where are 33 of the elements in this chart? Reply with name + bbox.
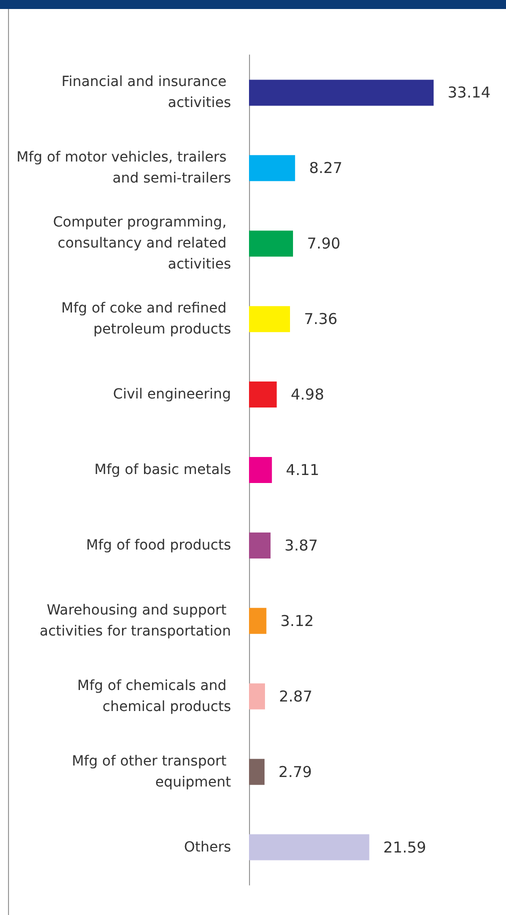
y-tick-label: Mfg of food products [86, 537, 231, 554]
data-label: 21.59 [383, 838, 426, 856]
y-tick-label: Warehousing and support activities for transportation [40, 602, 231, 640]
bar [249, 155, 296, 182]
bar [249, 306, 290, 332]
bar [249, 683, 265, 710]
bar [249, 758, 265, 785]
y-tick-label: Computer programming, consultancy and related activities [53, 214, 231, 273]
bar [249, 532, 271, 558]
y-tick-label: Mfg of coke and refined petroleum products [61, 300, 231, 338]
bar [249, 382, 277, 408]
y-tick-label: Mfg of motor vehicles, trailers and semi-trailers [16, 150, 231, 187]
y-tick-label: Mfg of other transport equipment [72, 753, 232, 790]
bar [249, 230, 294, 257]
data-label: 7.90 [307, 234, 340, 253]
bar [249, 608, 266, 634]
data-label: 3.12 [280, 612, 314, 630]
data-label: 2.87 [278, 687, 312, 706]
y-tick-label: Financial and insurance activities [62, 74, 231, 112]
data-label: 3.87 [284, 536, 318, 554]
bar [249, 834, 370, 860]
bar [249, 457, 272, 483]
data-label: 2.79 [278, 762, 312, 781]
data-label: 33.14 [448, 84, 491, 102]
y-tick-label: Civil engineering [113, 386, 231, 403]
y-tick-label: Others [184, 839, 231, 856]
y-tick-label: Mfg of basic metals [94, 462, 231, 478]
data-label: 4.11 [286, 461, 320, 479]
y-tick-label: Mfg of chemicals and chemical products [77, 678, 231, 715]
bar [249, 80, 434, 106]
data-label: 7.36 [304, 310, 338, 328]
data-label: 8.27 [309, 159, 342, 178]
data-label: 4.98 [290, 386, 324, 404]
